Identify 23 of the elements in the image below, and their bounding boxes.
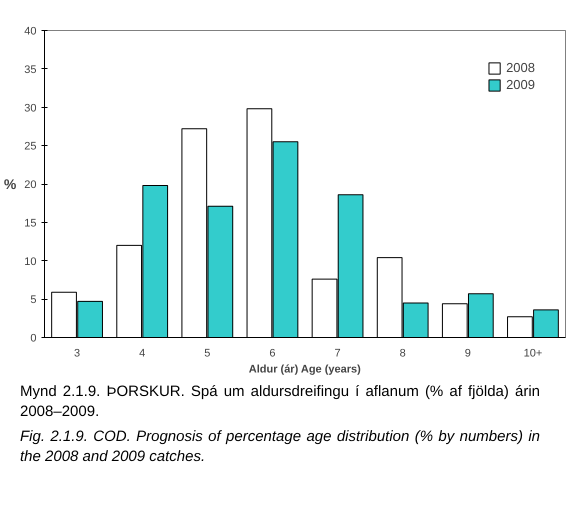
y-tick-label: 30: [24, 102, 37, 114]
x-tick-label: 10+: [524, 348, 542, 360]
y-tick-label: 15: [24, 217, 37, 230]
x-tick-label: 9: [464, 348, 471, 360]
y-tick-label: 0: [30, 332, 37, 344]
x-tick-label: 5: [204, 348, 210, 360]
x-tick-label: 7: [334, 348, 341, 360]
caption: Fig. 2.1.9. COD. Prognosis of percentage age distribution (% by numbers) in the 2008 and 2009 catches.: [20, 427, 540, 466]
legend-label: 2008: [506, 60, 535, 75]
x-tick-label: 6: [269, 348, 276, 360]
y-tick-label: 5: [30, 294, 37, 306]
y-tick-label: 25: [24, 140, 37, 153]
y-axis-title: %: [4, 176, 17, 192]
y-tick-label: 40: [24, 26, 37, 38]
y-tick-label: 10: [24, 256, 37, 268]
x-tick-label: 3: [74, 348, 80, 360]
y-tick-label: 35: [24, 64, 37, 76]
x-tick-label: 4: [139, 348, 146, 360]
x-tick-label: 8: [400, 348, 406, 360]
legend-label: 2009: [506, 77, 535, 92]
text: Mynd 2.1.9. ÞORSKUR. Spá um aldursdreifingu í aflanum (% af fjölda) árin 2008–2009.: [20, 382, 540, 421]
y-tick-label: 20: [24, 179, 37, 191]
x-axis-title: Aldur (ár) Age (years): [248, 364, 362, 376]
